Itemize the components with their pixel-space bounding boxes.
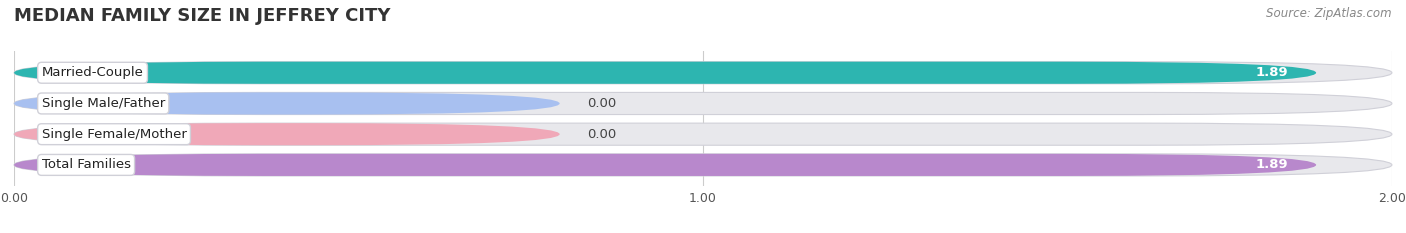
Text: Total Families: Total Families — [42, 158, 131, 171]
Text: 0.00: 0.00 — [588, 128, 616, 141]
FancyBboxPatch shape — [14, 123, 560, 145]
FancyBboxPatch shape — [14, 62, 1316, 84]
Text: 0.00: 0.00 — [588, 97, 616, 110]
Text: Married-Couple: Married-Couple — [42, 66, 143, 79]
Text: MEDIAN FAMILY SIZE IN JEFFREY CITY: MEDIAN FAMILY SIZE IN JEFFREY CITY — [14, 7, 391, 25]
Text: Single Male/Father: Single Male/Father — [42, 97, 165, 110]
Text: 1.89: 1.89 — [1256, 158, 1288, 171]
FancyBboxPatch shape — [14, 154, 1316, 176]
Text: 1.89: 1.89 — [1256, 66, 1288, 79]
Text: Single Female/Mother: Single Female/Mother — [42, 128, 187, 141]
FancyBboxPatch shape — [14, 93, 560, 115]
FancyBboxPatch shape — [14, 93, 1392, 115]
FancyBboxPatch shape — [14, 154, 1392, 176]
FancyBboxPatch shape — [14, 62, 1392, 84]
FancyBboxPatch shape — [14, 123, 1392, 145]
Text: Source: ZipAtlas.com: Source: ZipAtlas.com — [1267, 7, 1392, 20]
